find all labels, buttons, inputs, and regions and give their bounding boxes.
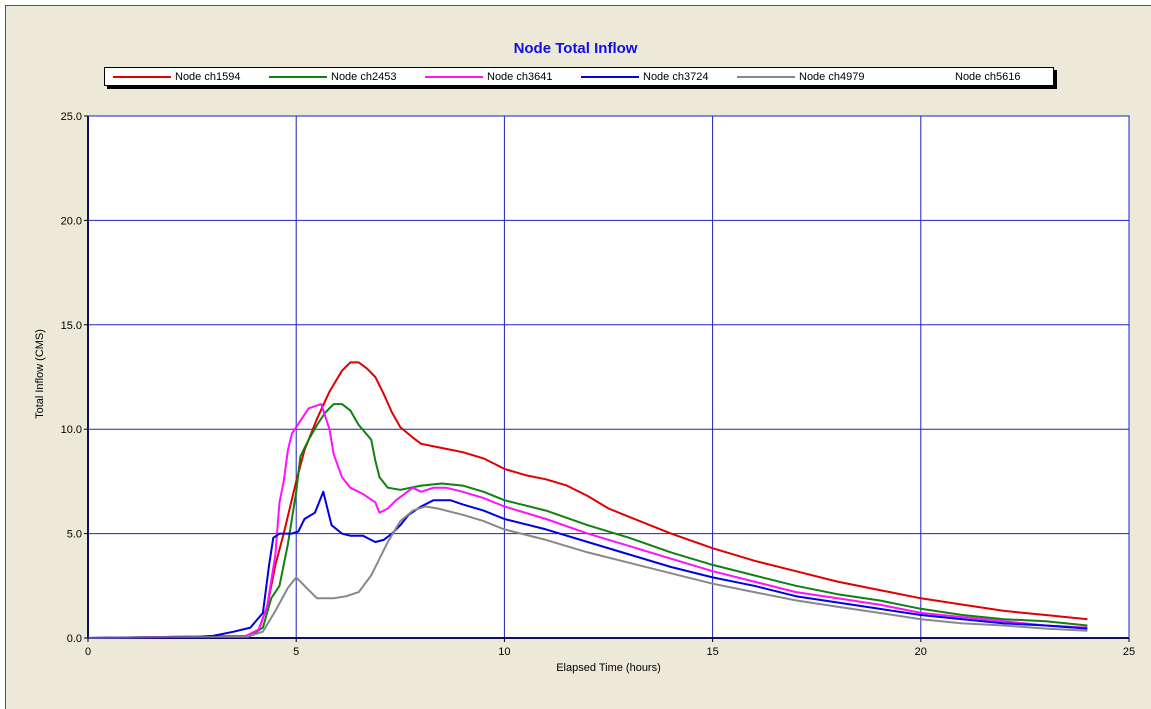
legend-label: Node ch3641 xyxy=(487,71,553,83)
legend-label: Node ch1594 xyxy=(175,71,241,83)
plot-frame xyxy=(87,115,1130,639)
tick-labels: 0 5 10 15 20 25 0.0 5.0 10.0 15.0 20.0 25.0 xyxy=(61,111,1136,658)
x-tick-label: 5 xyxy=(293,646,299,658)
legend-label: Node ch4979 xyxy=(799,71,865,83)
series-lines xyxy=(87,361,1088,639)
legend-swatch xyxy=(113,76,171,78)
y-tick-label: 10.0 xyxy=(61,424,82,436)
chart-title: Node Total Inflow xyxy=(513,40,638,57)
plot-area xyxy=(88,116,1129,638)
y-tick-label: 5.0 xyxy=(67,529,82,541)
x-tick-label: 15 xyxy=(706,646,718,658)
legend-swatch xyxy=(269,76,327,78)
chart-legend: Node ch1594 Node ch2453 Node ch3641 Node ch… xyxy=(104,67,1054,86)
series-line-node-ch3641 xyxy=(87,403,1088,639)
legend-label: Node ch3724 xyxy=(643,71,709,83)
x-tick-label: 0 xyxy=(85,646,91,658)
series-line-node-ch4979 xyxy=(87,505,1088,639)
y-tick-label: 20.0 xyxy=(61,215,82,227)
legend-label: Node ch2453 xyxy=(331,71,397,83)
series-line-node-ch1594 xyxy=(87,361,1088,639)
series-line-node-ch2453 xyxy=(87,403,1088,639)
x-axis-title: Elapsed Time (hours) xyxy=(556,662,661,674)
x-tick-label: 25 xyxy=(1123,646,1135,658)
y-axis-title: Total Inflow (CMS) xyxy=(34,329,46,419)
y-tick-label: 25.0 xyxy=(61,111,82,123)
legend-swatch xyxy=(425,76,483,78)
x-tick-label: 20 xyxy=(915,646,927,658)
legend-swatch xyxy=(581,76,639,78)
x-tick-label: 10 xyxy=(498,646,510,658)
y-tick-label: 0.0 xyxy=(67,633,82,645)
legend-swatch xyxy=(737,76,795,78)
legend-label: Node ch5616 xyxy=(955,71,1021,83)
y-tick-label: 15.0 xyxy=(61,320,82,332)
